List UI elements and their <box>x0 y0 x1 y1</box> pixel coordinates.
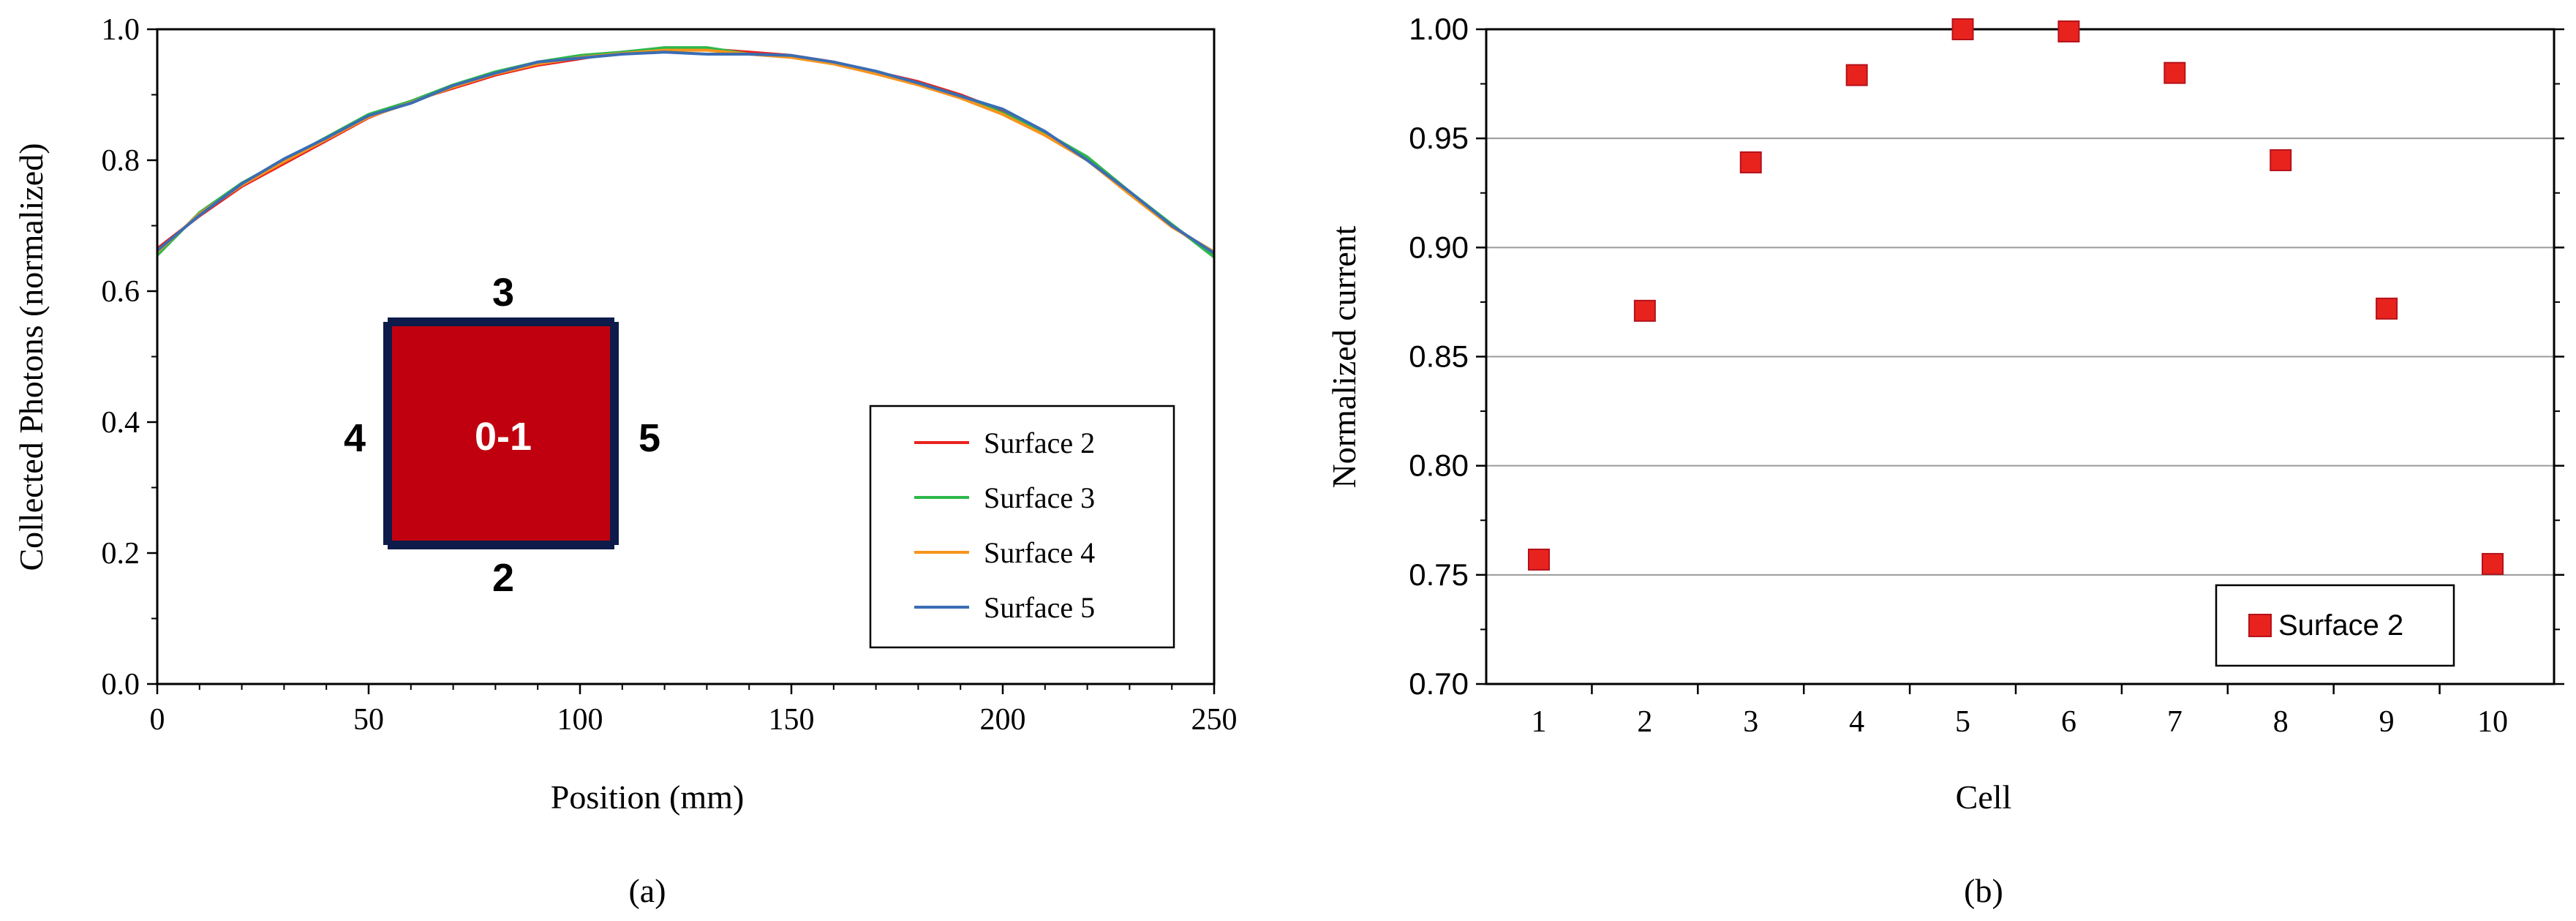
panel-a-y-tick-label: 0.8 <box>102 144 140 178</box>
panel-a-legend-label: Surface 4 <box>984 536 1095 569</box>
panel-a-y-tick-label: 0.4 <box>102 406 140 440</box>
panel-b-data-points <box>1528 18 2504 575</box>
panel-a-y-tick-label: 1.0 <box>102 13 140 47</box>
inset-center-label: 0-1 <box>475 415 532 459</box>
panel-a-legend-label: Surface 2 <box>984 426 1095 459</box>
inset-bottom-label: 2 <box>492 556 514 600</box>
panel-a-x-axis-label: Position (mm) <box>551 778 745 816</box>
panel-a-series-line-4 <box>156 50 1216 255</box>
panel-b-point-cell-6 <box>2057 20 2080 42</box>
panel-a-plot-frame <box>156 28 1216 685</box>
panel-b-y-tick-label: 0.80 <box>1409 448 1469 483</box>
panel-b-y-axis-label: Normalized current <box>1325 225 1363 488</box>
panel-b-x-tick-label: 4 <box>1849 705 1864 739</box>
panel-a-tick-labels: 0 50 100 150 200 250 0.0 0.2 0.4 0.6 0.8 1.0 <box>102 13 1238 737</box>
panel-a-series-line-2 <box>156 46 1216 259</box>
panel-a-x-tick-label: 0 <box>150 703 165 737</box>
panel-a-x-tick-label: 150 <box>769 703 815 737</box>
panel-a-series-line-3 <box>156 48 1216 254</box>
panel-b-plot-frame <box>1485 28 2556 685</box>
panel-b-y-tick-label: 0.85 <box>1409 339 1469 374</box>
panel-b-y-tick-label: 0.70 <box>1409 666 1469 701</box>
panel-b-y-tick-label: 0.90 <box>1409 230 1469 264</box>
panel-b-x-tick-label: 2 <box>1637 705 1652 739</box>
panel-a-line-chart: 0 50 100 150 200 250 0.0 0.2 0.4 0.6 0.8 1.0 0-1 3 … <box>12 13 1238 909</box>
panel-b-gridlines <box>1486 138 2554 576</box>
inset-left-label: 4 <box>344 416 366 460</box>
panel-a-series-lines <box>156 46 1216 259</box>
panel-b-point-cell-2 <box>1633 299 1656 322</box>
panel-b-point-cell-3 <box>1739 151 1762 173</box>
panel-b-x-tick-label: 1 <box>1532 705 1547 739</box>
surface-schematic-inset: 0-1 3 2 4 5 <box>344 271 660 600</box>
panel-b-x-tick-label: 6 <box>2061 705 2076 739</box>
inset-square <box>388 322 614 545</box>
inset-top-label: 3 <box>492 271 514 315</box>
panel-b-point-cell-10 <box>2482 552 2504 575</box>
panel-a-series-line-1 <box>156 47 1216 257</box>
panel-b-caption: (b) <box>1964 872 2003 909</box>
panel-b-legend: Surface 2 <box>2215 584 2455 667</box>
panel-a-legend-items: Surface 2 Surface 3 Surface 4 Surface 5 <box>914 426 1095 624</box>
panel-b-tick-marks <box>1476 28 2564 694</box>
panel-a-caption: (a) <box>628 872 666 909</box>
panel-a-legend-label: Surface 5 <box>984 591 1095 624</box>
panel-b-x-tick-label: 7 <box>2167 705 2183 739</box>
panel-a-x-tick-label: 100 <box>557 703 603 737</box>
panel-b-point-cell-7 <box>2163 61 2186 84</box>
panel-a-legend: Surface 2 Surface 3 Surface 4 Surface 5 <box>869 405 1175 649</box>
panel-b-y-tick-label: 0.95 <box>1409 121 1469 155</box>
panel-b-x-tick-label: 5 <box>1955 705 1970 739</box>
panel-b-point-cell-9 <box>2376 297 2398 320</box>
panel-a-x-tick-label: 250 <box>1191 703 1238 737</box>
panel-b-x-tick-label: 9 <box>2379 705 2395 739</box>
panel-b-y-tick-label: 1.00 <box>1409 12 1469 46</box>
panel-b-point-cell-8 <box>2270 149 2292 171</box>
panel-a-x-tick-label: 200 <box>980 703 1026 737</box>
panel-b-x-tick-label: 8 <box>2273 705 2289 739</box>
panel-b-tick-labels: 0.70 0.75 0.80 0.85 0.90 0.95 1.00 1 2 3 4 5 6 7 8 9 10 <box>1409 12 2508 739</box>
panel-b-y-tick-label: 0.75 <box>1409 557 1469 592</box>
panel-b-point-cell-5 <box>1951 18 1974 40</box>
panel-a-y-tick-label: 0.0 <box>102 668 140 702</box>
panel-b-point-cell-1 <box>1528 548 1550 571</box>
panel-a-y-tick-label: 0.2 <box>102 537 140 571</box>
panel-a-y-tick-label: 0.6 <box>102 275 140 309</box>
inset-right-label: 5 <box>639 416 660 460</box>
panel-b-x-axis-label: Cell <box>1956 778 2012 816</box>
panel-b-x-tick-label: 10 <box>2477 705 2508 739</box>
panel-b-x-tick-label: 3 <box>1743 705 1758 739</box>
panel-a-y-axis-label: Collected Photons (normalized) <box>12 143 50 571</box>
panel-b-scatter-chart: 0.700.750.800.850.900.951.001 2 3 4 5 6 7 8 9 10 … <box>1325 12 2564 909</box>
panel-b-legend-marker <box>2248 614 2272 637</box>
panel-a-legend-label: Surface 3 <box>984 481 1095 514</box>
panel-b-point-cell-4 <box>1845 64 1868 86</box>
panel-a-x-tick-label: 50 <box>353 703 384 737</box>
panel-b-legend-label: Surface 2 <box>2278 609 2403 642</box>
